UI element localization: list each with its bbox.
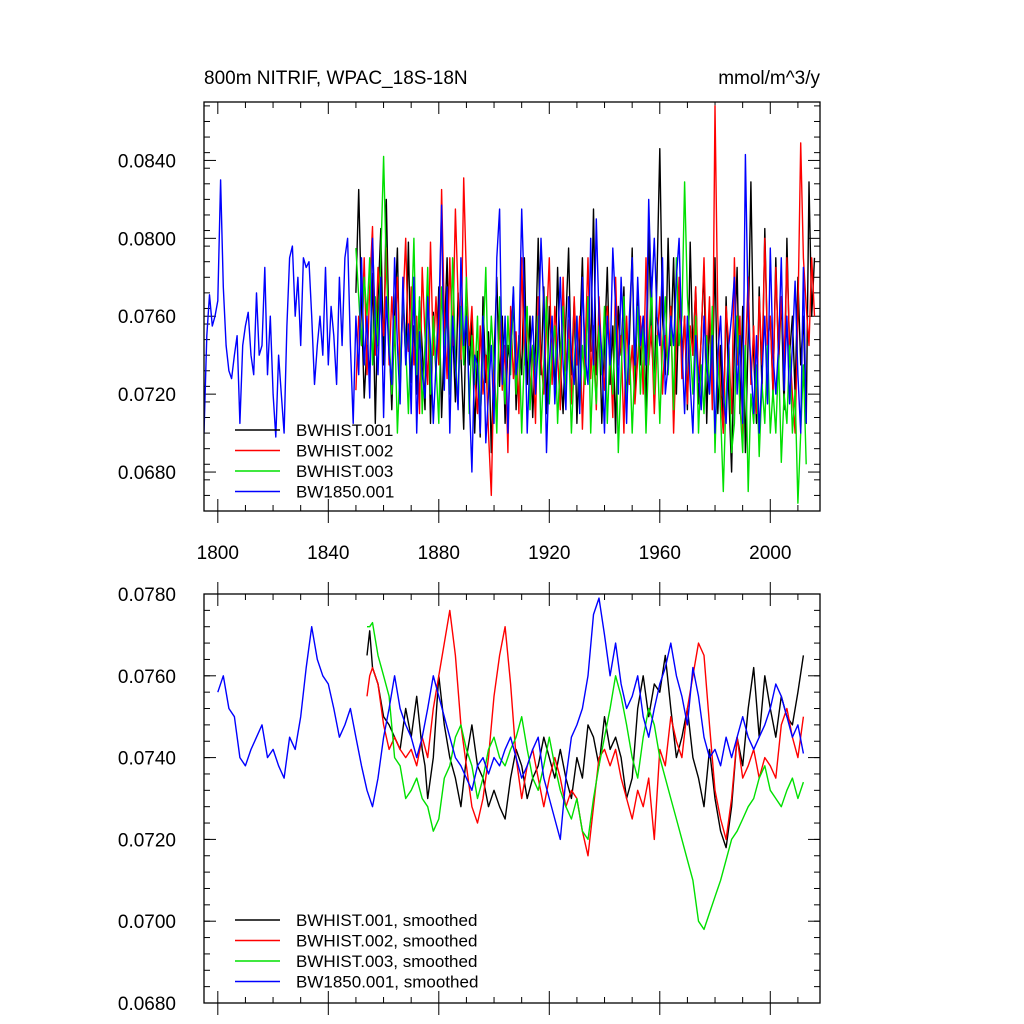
bottom-legend-label: BWHIST.001, smoothed <box>296 911 477 930</box>
bottom-plot-frame <box>203 593 821 1004</box>
bottom-y-tick-label: 0.0700 <box>118 912 176 933</box>
bottom-legend-label: BWHIST.002, smoothed <box>296 932 477 951</box>
top-legend-label: BWHIST.003 <box>296 462 393 481</box>
bottom-series-line-1 <box>366 630 805 849</box>
top-x-tick-label: 1920 <box>528 543 570 564</box>
top-y-tick-label: 0.0720 <box>118 385 176 406</box>
top-legend-label: BW1850.001 <box>296 483 394 502</box>
top-tick-marks <box>204 102 820 523</box>
top-series-line-4 <box>204 153 807 473</box>
top-x-tick-label: 1880 <box>418 543 460 564</box>
bottom-series-line-3 <box>367 621 805 931</box>
top-y-tick-labels: 0.0680 0.0720 0.0760 0.0800 0.0840 <box>118 151 176 484</box>
bottom-panel: 0.0680 0.0700 0.0720 0.0740 0.0760 0.0780 BWH… <box>118 582 821 1015</box>
top-plot-frame <box>203 101 821 512</box>
top-y-tick-label: 0.0680 <box>118 463 176 484</box>
top-panel-units: mmol/m^3/y <box>718 68 820 89</box>
bottom-legend-label: BW1850.001, smoothed <box>296 973 478 992</box>
bottom-series-group <box>217 597 805 931</box>
bottom-y-tick-label: 0.0680 <box>118 994 176 1015</box>
top-x-tick-labels: 1800 1840 1880 1920 1960 2000 <box>197 543 792 564</box>
bottom-y-tick-label: 0.0720 <box>118 830 176 851</box>
bottom-legend: BWHIST.001, smoothed BWHIST.002, smoothed… <box>235 911 478 992</box>
top-series-group <box>204 105 816 504</box>
top-x-tick-label: 1800 <box>197 543 239 564</box>
top-panel: 800m NITRIF, WPAC_18S-18N mmol/m^3/y 0.0… <box>118 68 821 564</box>
top-x-tick-label: 2000 <box>749 543 791 564</box>
top-y-tick-label: 0.0840 <box>118 151 176 172</box>
top-x-tick-label: 1960 <box>639 543 681 564</box>
bottom-series-line-4 <box>217 597 805 841</box>
top-legend-label: BWHIST.001 <box>296 421 393 440</box>
bottom-y-tick-label: 0.0780 <box>118 585 176 606</box>
top-y-tick-label: 0.0800 <box>118 229 176 250</box>
top-panel-title: 800m NITRIF, WPAC_18S-18N <box>204 68 468 89</box>
bottom-y-tick-labels: 0.0680 0.0700 0.0720 0.0740 0.0760 0.0780 <box>118 585 176 1015</box>
top-x-tick-label: 1840 <box>307 543 349 564</box>
bottom-y-tick-label: 0.0760 <box>118 667 176 688</box>
bottom-legend-label: BWHIST.003, smoothed <box>296 952 477 971</box>
top-legend-label: BWHIST.002 <box>296 442 393 461</box>
top-y-tick-label: 0.0760 <box>118 307 176 328</box>
bottom-y-tick-label: 0.0740 <box>118 749 176 770</box>
